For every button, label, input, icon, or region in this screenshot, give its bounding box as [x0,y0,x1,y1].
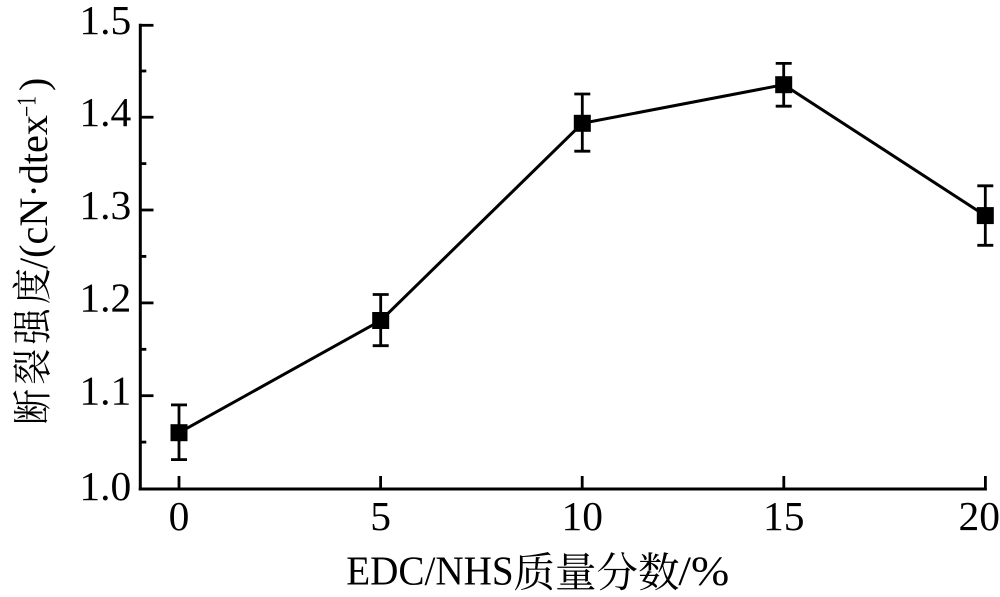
svg-text:−1: −1 [12,96,42,117]
svg-text:10: 10 [561,493,603,539]
svg-text:1.1: 1.1 [79,368,131,414]
svg-text:1.5: 1.5 [79,0,131,43]
svg-text:5: 5 [370,493,391,539]
svg-text:1.3: 1.3 [79,182,131,228]
svg-text:/%: /% [678,548,729,594]
svg-text:1.0: 1.0 [79,463,131,509]
svg-text:20: 20 [959,493,1000,539]
svg-text:15: 15 [763,493,805,539]
svg-text:0: 0 [169,493,190,539]
svg-text:): ) [11,78,56,91]
svg-text:1.4: 1.4 [79,89,131,135]
svg-text:/(cN·dtex: /(cN·dtex [11,115,56,269]
svg-text:1.2: 1.2 [79,275,131,321]
svg-text:EDC/NHS: EDC/NHS [346,548,514,594]
